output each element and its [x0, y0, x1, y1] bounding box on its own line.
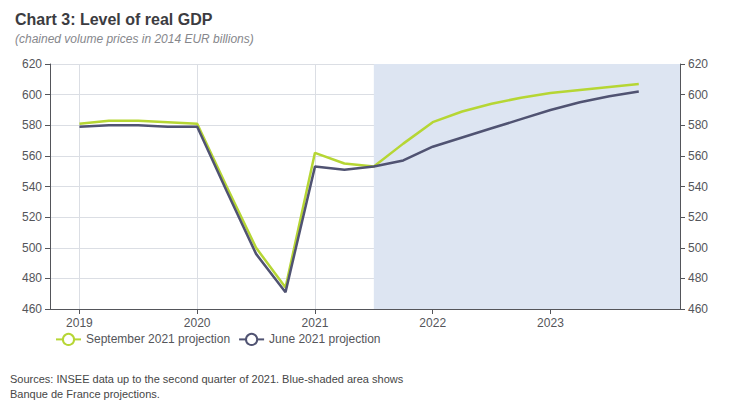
svg-text:520: 520	[688, 210, 708, 224]
svg-text:580: 580	[688, 118, 708, 132]
svg-text:540: 540	[22, 180, 42, 194]
svg-text:June 2021 projection: June 2021 projection	[269, 332, 380, 346]
svg-text:620: 620	[688, 57, 708, 71]
svg-text:500: 500	[22, 241, 42, 255]
svg-text:Sources: INSEE data up to the: Sources: INSEE data up to the second qua…	[10, 373, 404, 385]
svg-text:2021: 2021	[302, 316, 329, 330]
svg-text:2020: 2020	[184, 316, 211, 330]
svg-text:600: 600	[688, 88, 708, 102]
svg-text:(chained volume prices in 2014: (chained volume prices in 2014 EUR billi…	[15, 32, 254, 46]
svg-text:520: 520	[22, 210, 42, 224]
svg-text:560: 560	[22, 149, 42, 163]
svg-text:2023: 2023	[537, 316, 564, 330]
svg-text:Banque de France projections.: Banque de France projections.	[10, 388, 160, 400]
svg-text:2019: 2019	[66, 316, 93, 330]
svg-text:460: 460	[22, 302, 42, 316]
svg-text:500: 500	[688, 241, 708, 255]
svg-text:580: 580	[22, 118, 42, 132]
svg-text:2022: 2022	[419, 316, 446, 330]
svg-text:600: 600	[22, 88, 42, 102]
svg-text:460: 460	[688, 302, 708, 316]
svg-text:Chart 3: Level of real GDP: Chart 3: Level of real GDP	[15, 11, 213, 28]
svg-text:620: 620	[22, 57, 42, 71]
svg-text:560: 560	[688, 149, 708, 163]
svg-text:September 2021 projection: September 2021 projection	[86, 332, 230, 346]
svg-text:540: 540	[688, 180, 708, 194]
svg-text:480: 480	[22, 271, 42, 285]
svg-text:480: 480	[688, 271, 708, 285]
